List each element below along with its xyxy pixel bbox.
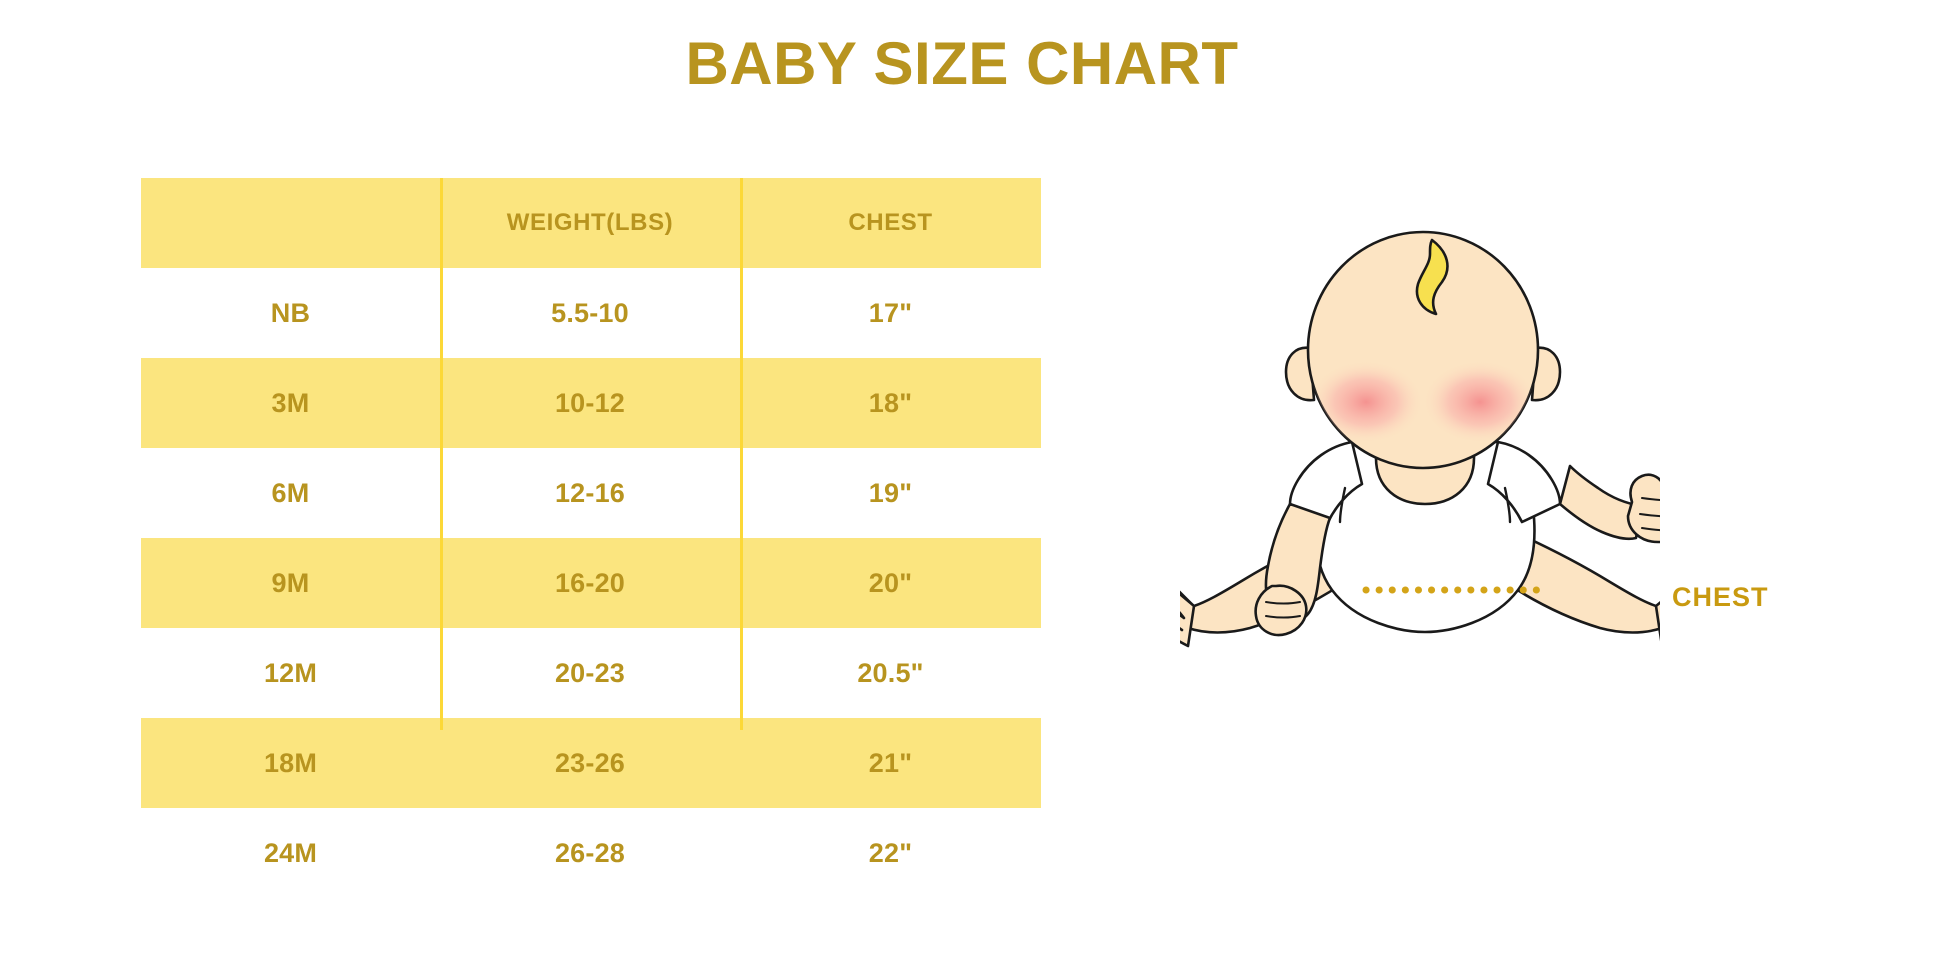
cell-weight: 23-26: [554, 747, 626, 778]
baby-left-arm: [1254, 502, 1332, 637]
cell-size: 18M: [263, 747, 318, 778]
table-row: 6M 12-16 19": [141, 448, 1041, 538]
cell-chest: 18": [868, 387, 913, 418]
page-title-text: BABY SIZE CHART: [685, 30, 1239, 97]
cell-size: 9M: [271, 567, 310, 598]
header-cell-chest: CHEST: [848, 209, 933, 236]
column-divider-1: [440, 178, 443, 730]
table-row: 9M 16-20 20": [141, 538, 1041, 628]
table-row: 18M 23-26 21": [141, 718, 1041, 808]
table-row: 24M 26-28 22": [141, 808, 1041, 898]
cell-weight: 26-28: [554, 837, 626, 868]
table-row: NB 5.5-10 17": [141, 268, 1041, 358]
cell-weight: 16-20: [554, 567, 626, 598]
table-row: 12M 20-23 20.5": [141, 628, 1041, 718]
baby-size-table: WEIGHT(LBS) CHEST NB 5.5-10 17" 3M 10-12…: [141, 178, 1041, 898]
cell-chest: 17": [868, 297, 913, 328]
cell-size: NB: [270, 297, 311, 328]
cell-size: 3M: [271, 387, 310, 418]
page-title: BABY SIZE CHART: [0, 32, 1943, 95]
cell-size: 24M: [263, 837, 318, 868]
cell-size: 6M: [271, 477, 310, 508]
baby-right-arm: [1558, 464, 1660, 544]
cell-chest: 22": [868, 837, 913, 868]
cell-chest: 20.5": [857, 657, 924, 688]
chest-measure-label: CHEST: [1672, 582, 1769, 612]
table-row: 3M 10-12 18": [141, 358, 1041, 448]
cell-weight: 20-23: [554, 657, 626, 688]
cell-weight: 10-12: [554, 387, 626, 418]
cell-chest: 19": [868, 477, 913, 508]
header-cell-weight: WEIGHT(LBS): [506, 209, 674, 236]
table-header-row: WEIGHT(LBS) CHEST: [141, 178, 1041, 268]
cell-weight: 12-16: [554, 477, 626, 508]
baby-hair-curl: [1415, 238, 1449, 316]
cell-chest: 20": [868, 567, 913, 598]
cell-chest: 21": [868, 747, 913, 778]
cell-weight: 5.5-10: [551, 297, 629, 328]
baby-illustration: [1180, 230, 1660, 680]
column-divider-2: [740, 178, 743, 730]
cell-size: 12M: [263, 657, 318, 688]
